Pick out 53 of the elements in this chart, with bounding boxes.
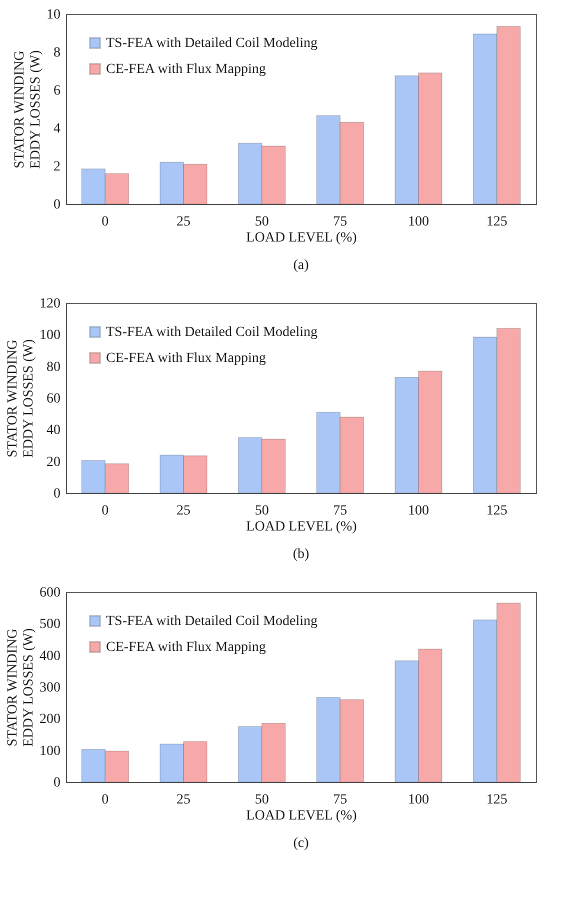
y-tick-label: 0 — [54, 198, 60, 212]
y-tick-label: 0 — [54, 776, 60, 790]
y-tick-label: 80 — [46, 360, 60, 375]
y-tick-label: 2 — [54, 160, 60, 174]
x-tick-label: 100 — [408, 214, 429, 230]
y-tick-label: 8 — [54, 46, 60, 60]
x-tick-label: 50 — [254, 504, 269, 518]
y-tick-label: 20 — [46, 454, 60, 470]
y-axis-title: STATOR WINDING EDDY LOSSES (W) — [6, 628, 36, 747]
x-tick-label: 50 — [254, 214, 269, 230]
y-tick-label: 200 — [40, 712, 60, 728]
y-tick-label: 500 — [40, 617, 60, 632]
y-tick-label: 0 — [54, 486, 60, 502]
x-tick-label: 0 — [102, 504, 109, 518]
x-tick-label: 25 — [176, 792, 190, 808]
x-tick-label: 75 — [333, 504, 348, 518]
x-tick-label: 125 — [486, 214, 508, 230]
y-tick-label: 10 — [46, 8, 60, 22]
text: (a) — [293, 258, 310, 273]
legend-label: CE-FEA with Flux Mapping — [106, 351, 266, 366]
x-tick-label: 125 — [486, 792, 508, 808]
y-tick-label: 6 — [54, 84, 60, 98]
y-tick-label: 40 — [46, 423, 60, 438]
y-tick-label: 300 — [40, 680, 60, 696]
x-tick-label: 125 — [486, 504, 508, 518]
y-tick-label: 100 — [40, 328, 60, 344]
text: (b) — [292, 547, 310, 562]
legend-label: CE-FEA with Flux Mapping — [106, 62, 266, 77]
x-axis-title: LOAD LEVEL (%) — [246, 808, 358, 824]
y-axis-title: STATOR WINDING EDDY LOSSES (W) — [12, 50, 44, 169]
legend-label: TS-FEA with Detailed Coil Modeling — [106, 614, 318, 629]
y-axis-title: STATOR WINDING EDDY LOSSES (W) — [6, 338, 36, 458]
y-tick-label: 120 — [40, 296, 60, 312]
x-tick-label: 100 — [408, 792, 429, 808]
x-tick-label: 100 — [408, 504, 429, 518]
legend-label: TS-FEA with Detailed Coil Modeling — [106, 325, 318, 340]
x-tick-label: 25 — [176, 504, 190, 518]
x-tick-label: 75 — [333, 792, 348, 808]
y-tick-label: 100 — [40, 744, 60, 759]
text: (c) — [293, 836, 310, 851]
x-axis-title: LOAD LEVEL (%) — [246, 520, 358, 534]
x-tick-label: 0 — [102, 214, 109, 230]
x-axis-title: LOAD LEVEL (%) — [246, 230, 358, 246]
y-tick-label: 400 — [40, 648, 60, 664]
x-tick-label: 75 — [333, 214, 348, 230]
x-tick-label: 0 — [102, 792, 109, 808]
x-tick-label: 25 — [176, 214, 190, 230]
legend-label: TS-FEA with Detailed Coil Modeling — [106, 36, 318, 51]
y-tick-label: 60 — [46, 392, 60, 406]
legend-label: CE-FEA with Flux Mapping — [106, 640, 266, 655]
y-tick-label: 600 — [40, 586, 60, 600]
y-tick-label: 4 — [54, 122, 60, 136]
x-tick-label: 50 — [254, 792, 269, 808]
